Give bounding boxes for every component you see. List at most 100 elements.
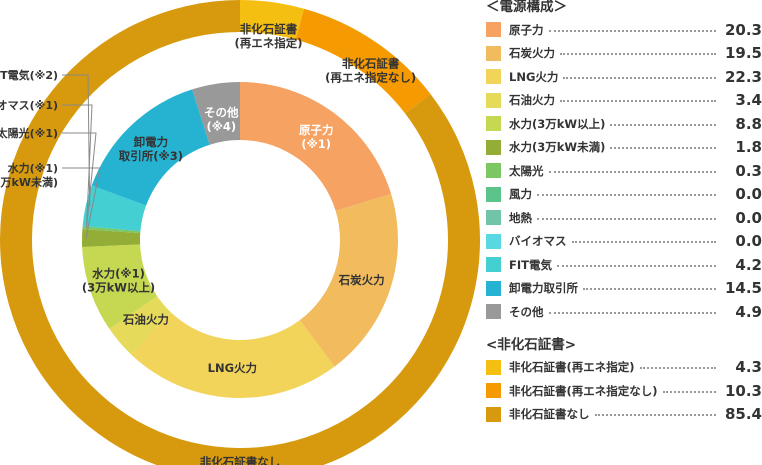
power-mix-legend-row: 石炭火力 19.5 [486, 42, 762, 66]
certificate-legend-label: 非化石証書(再エネ指定) [509, 360, 635, 375]
inner-label-2: LNG火力 [208, 361, 257, 375]
inner-slice-4 [82, 244, 158, 329]
outer-ring [0, 0, 480, 465]
power-mix-legend-dots [537, 217, 716, 220]
power-mix-legend-value: 19.5 [724, 44, 762, 63]
power-mix-legend-dots [610, 147, 716, 150]
inner-slice-2 [131, 312, 335, 398]
power-mix-legend-dots [548, 311, 716, 314]
power-mix-legend-dots [560, 100, 716, 103]
leader-line-5 [62, 167, 101, 239]
power-mix-legend-swatch [486, 233, 501, 249]
power-mix-legend-row: 太陽光 0.3 [486, 159, 762, 183]
power-mix-legend-row: バイオマス 0.0 [486, 230, 762, 254]
power-mix-legend-label: バイオマス [509, 234, 567, 249]
power-mix-legend-swatch [486, 45, 501, 61]
legend-certificates: 非化石証書(再エネ指定) 4.3 非化石証書(再エネ指定なし) 10.3 非化石証書なし… [486, 356, 762, 427]
certificate-legend-swatch [486, 406, 501, 422]
power-mix-legend-row: 原子力 20.3 [486, 18, 762, 42]
legend-heading-power-mix: ＜電源構成＞ [486, 0, 567, 15]
power-mix-legend-value: 14.5 [724, 279, 762, 298]
inner-label-0: 原子力(※1) [299, 123, 334, 151]
inner-label-3: 石油火力 [122, 313, 169, 327]
power-mix-legend-row: その他 4.9 [486, 300, 762, 324]
inner-label-4: 水力(※1) (3万kW以上) [82, 266, 155, 294]
power-mix-legend-dots [610, 123, 716, 126]
callout-label-10: FIT電気(※2) [0, 68, 58, 82]
outer-slice-1 [295, 8, 431, 114]
inner-slice-0 [240, 82, 392, 211]
certificate-legend-swatch [486, 383, 501, 399]
power-mix-legend-swatch [486, 92, 501, 108]
power-mix-legend-row: 地熱 0.0 [486, 206, 762, 230]
power-mix-legend-value: 0.0 [735, 208, 762, 227]
certificate-legend-dots [639, 367, 716, 370]
power-mix-legend-row: 水力(3万kW以上) 8.8 [486, 112, 762, 136]
inner-label-12: その他(※4) [204, 105, 239, 133]
power-mix-legend-dots [571, 241, 716, 244]
legend: ＜電源構成＞ 原子力 20.3 石炭火力 19.5 LNG火力 22.3 石油火力 3.4 水力… [486, 0, 762, 426]
power-mix-legend-swatch [486, 257, 501, 273]
certificate-legend-dots [594, 414, 716, 417]
power-mix-legend-label: 風力 [509, 187, 532, 202]
power-mix-legend-dots [563, 76, 716, 79]
inner-slice-6 [82, 226, 141, 234]
outer-label-2: 非化石証書なし [200, 455, 281, 465]
inner-slice-11 [91, 89, 210, 206]
power-mix-legend-label: 原子力 [509, 22, 544, 37]
inner-slice-10 [82, 185, 147, 232]
certificate-legend-swatch [486, 359, 501, 375]
leader-line-9 [62, 104, 93, 227]
inner-label-11: 卸電力取引所(※3) [119, 135, 183, 163]
power-mix-legend-swatch [486, 69, 501, 85]
power-mix-legend-value: 3.4 [735, 91, 762, 110]
power-mix-legend-label: 水力(3万kW以上) [509, 116, 606, 131]
certificate-legend-row: 非化石証書(再エネ指定なし) 10.3 [486, 379, 762, 403]
power-mix-legend-value: 8.8 [735, 114, 762, 133]
power-mix-legend-swatch [486, 186, 501, 202]
power-mix-legend-swatch [486, 22, 501, 38]
power-mix-legend-value: 0.0 [735, 185, 762, 204]
power-mix-legend-label: 石炭火力 [509, 46, 555, 61]
callout-label-5: 水力(※1)(3万kW未満) [0, 161, 58, 189]
power-mix-legend-label: 卸電力取引所 [509, 281, 578, 296]
inner-label-1: 石炭火力 [338, 273, 385, 287]
certificate-legend-label: 非化石証書(再エネ指定なし) [509, 383, 658, 398]
power-mix-legend-swatch [486, 280, 501, 296]
power-mix-legend-dots [548, 170, 716, 173]
chart-labels: 原子力(※1) 石炭火力 LNG火力 石油火力 水力(※1) (3万kW以上) 卸電力取引所… [0, 22, 416, 465]
inner-slice-1 [299, 194, 398, 367]
power-mix-legend-swatch [486, 139, 501, 155]
power-mix-legend-value: 1.8 [735, 138, 762, 157]
power-mix-legend-row: 石油火力 3.4 [486, 89, 762, 113]
certificate-legend-row: 非化石証書(再エネ指定) 4.3 [486, 356, 762, 380]
certificate-legend-value: 4.3 [735, 358, 762, 377]
certificate-legend-value: 10.3 [724, 381, 762, 400]
power-mix-legend-value: 20.3 [724, 20, 762, 39]
donut-chart: 原子力(※1) 石炭火力 LNG火力 石油火力 水力(※1) (3万kW以上) 卸電力取引所… [0, 0, 480, 465]
callout-label-6: 太陽光(※1) [0, 126, 58, 140]
inner-ring [82, 82, 398, 398]
outer-label-1: 非化石証書(再エネ指定なし) [325, 56, 416, 84]
power-mix-legend-dots [537, 194, 716, 197]
certificate-legend-label: 非化石証書なし [509, 407, 590, 422]
power-mix-legend-row: LNG火力 22.3 [486, 65, 762, 89]
power-mix-legend-label: FIT電気 [509, 257, 552, 272]
certificate-legend-dots [662, 390, 716, 393]
power-mix-legend-value: 22.3 [724, 67, 762, 86]
inner-slice-12 [192, 82, 240, 145]
power-mix-legend-row: 水力(3万kW未満) 1.8 [486, 136, 762, 160]
power-mix-legend-label: 太陽光 [509, 163, 544, 178]
inner-slice-5 [82, 229, 141, 247]
power-mix-legend-swatch [486, 163, 501, 179]
power-mix-legend-value: 4.2 [735, 255, 762, 274]
callout-label-9: バイオマス(※1) [0, 99, 58, 112]
power-mix-legend-value: 0.0 [735, 232, 762, 251]
power-mix-legend-dots [560, 53, 716, 56]
outer-label-0: 非化石証書(再エネ指定) [235, 22, 303, 50]
power-mix-legend-dots [548, 29, 716, 32]
power-mix-legend-label: 水力(3万kW未満) [509, 140, 606, 155]
power-mix-legend-label: その他 [509, 304, 544, 319]
power-mix-legend-row: FIT電気 4.2 [486, 253, 762, 277]
power-mix-legend-dots [556, 264, 716, 267]
